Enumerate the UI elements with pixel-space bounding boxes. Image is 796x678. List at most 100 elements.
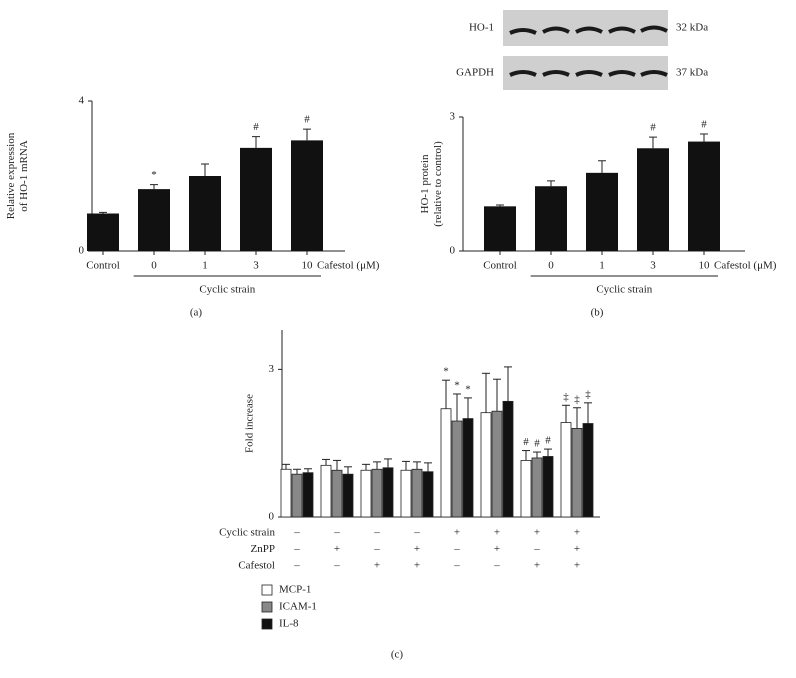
x-tick-label: 0 xyxy=(548,260,554,272)
x-tick-label: 10 xyxy=(302,260,314,272)
condition-name: ZnPP xyxy=(251,543,275,555)
condition-sign: – xyxy=(533,543,540,555)
significance-mark: * xyxy=(151,169,157,181)
condition-sign: + xyxy=(454,527,460,539)
condition-sign: + xyxy=(374,560,380,572)
significance-mark: # xyxy=(523,436,529,448)
bar xyxy=(371,468,383,518)
bar xyxy=(637,148,669,251)
condition-sign: – xyxy=(373,543,380,555)
group-label: Cyclic strain xyxy=(596,284,652,296)
condition-sign: – xyxy=(333,560,340,572)
significance-mark: ‡ xyxy=(563,391,569,403)
condition-name: Cafestol xyxy=(238,560,275,572)
bar xyxy=(280,468,292,518)
condition-sign: + xyxy=(574,543,580,555)
bar xyxy=(87,213,119,251)
condition-sign: + xyxy=(574,527,580,539)
blot-bands xyxy=(509,25,668,77)
bar xyxy=(491,410,503,518)
x-tick-label: Control xyxy=(483,260,517,272)
bar xyxy=(360,469,372,518)
bar xyxy=(411,468,423,518)
condition-sign: – xyxy=(293,527,300,539)
significance-mark: # xyxy=(534,438,540,450)
condition-sign: + xyxy=(334,543,340,555)
condition-sign: – xyxy=(493,560,500,572)
bar xyxy=(586,172,618,251)
y-tick-label: 3 xyxy=(450,111,456,123)
y-tick-label: 3 xyxy=(269,363,275,375)
significance-mark: # xyxy=(650,122,656,134)
bar xyxy=(422,471,434,518)
bar xyxy=(320,464,332,518)
bar xyxy=(688,141,720,251)
significance-mark: ‡ xyxy=(574,393,580,405)
significance-mark: * xyxy=(465,383,471,395)
condition-sign: – xyxy=(333,527,340,539)
bar xyxy=(582,423,594,518)
legend-swatch xyxy=(261,618,273,630)
bar xyxy=(342,473,354,518)
y-axis-label: HO-1 protein xyxy=(419,154,431,213)
condition-sign: + xyxy=(494,543,500,555)
y-tick-label: 0 xyxy=(79,245,85,257)
x-suffix: Cafestol (μM) xyxy=(317,260,380,272)
condition-sign: + xyxy=(534,527,540,539)
group-label: Cyclic strain xyxy=(199,284,255,296)
bar xyxy=(189,176,221,251)
bar xyxy=(400,469,412,518)
y-axis-label: of HO-1 mRNA xyxy=(18,140,30,212)
x-tick-label: 1 xyxy=(202,260,208,272)
y-tick-label: 4 xyxy=(79,95,85,107)
bar xyxy=(302,472,314,518)
condition-name: Cyclic strain xyxy=(219,527,275,539)
significance-mark: * xyxy=(454,380,460,392)
x-suffix: Cafestol (μM) xyxy=(714,260,777,272)
condition-sign: – xyxy=(373,527,380,539)
panel-caption: (a) xyxy=(190,307,203,319)
condition-sign: – xyxy=(453,543,460,555)
condition-sign: + xyxy=(414,560,420,572)
x-tick-label: Control xyxy=(86,260,120,272)
x-tick-label: 3 xyxy=(253,260,259,272)
y-axis-label: Fold increase xyxy=(244,394,256,453)
bar xyxy=(291,140,323,251)
y-axis-label: Relative expression xyxy=(5,132,17,219)
bar xyxy=(520,460,532,518)
significance-mark: * xyxy=(443,366,449,378)
bar xyxy=(531,457,543,518)
significance-mark: # xyxy=(304,114,310,126)
x-tick-label: 3 xyxy=(650,260,656,272)
panel-caption: (b) xyxy=(591,307,604,319)
legend-label: MCP-1 xyxy=(279,584,311,596)
blot-size: 32 kDa xyxy=(676,22,708,34)
x-tick-label: 1 xyxy=(599,260,605,272)
bar xyxy=(138,189,170,251)
bar xyxy=(484,206,516,251)
bar xyxy=(462,418,474,518)
blot-size: 37 kDa xyxy=(676,67,708,79)
x-tick-label: 0 xyxy=(151,260,157,272)
bar xyxy=(451,420,463,518)
legend-label: IL-8 xyxy=(279,618,299,630)
blot-label: GAPDH xyxy=(456,67,494,79)
bar xyxy=(291,473,303,518)
condition-sign: – xyxy=(413,527,420,539)
significance-mark: # xyxy=(701,119,707,131)
x-tick-label: 10 xyxy=(699,260,711,272)
bar xyxy=(440,408,452,518)
condition-sign: – xyxy=(453,560,460,572)
significance-mark: ‡ xyxy=(585,388,591,400)
bar xyxy=(331,469,343,518)
y-tick-label: 0 xyxy=(269,511,275,523)
legend-swatch xyxy=(261,601,273,613)
significance-mark: # xyxy=(253,121,259,133)
condition-sign: – xyxy=(293,560,300,572)
legend-swatch xyxy=(261,584,273,596)
bar xyxy=(240,147,272,251)
condition-sign: + xyxy=(534,560,540,572)
bar xyxy=(382,467,394,518)
significance-mark: # xyxy=(545,435,551,447)
